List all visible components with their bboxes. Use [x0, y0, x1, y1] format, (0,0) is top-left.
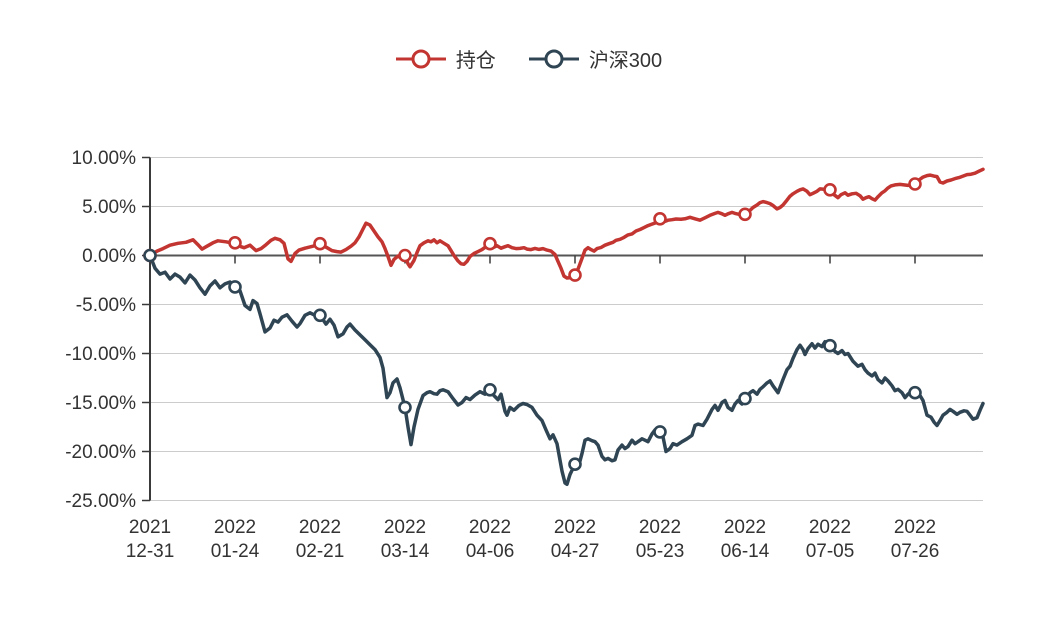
line-circle-icon [395, 49, 446, 68]
data-marker-holdings[interactable] [568, 268, 582, 282]
data-marker-csi300[interactable] [908, 385, 922, 400]
legend-item-csi300[interactable]: 沪深300 [528, 44, 662, 73]
y-axis-label: -5.00% [76, 295, 136, 316]
data-marker-holdings[interactable] [313, 236, 327, 251]
data-marker-holdings[interactable] [738, 207, 752, 222]
x-axis-label: 07-26 [891, 541, 940, 562]
data-marker-csi300[interactable] [143, 248, 157, 263]
x-axis-label: 2022 [809, 517, 851, 538]
x-axis-label: 2022 [469, 517, 511, 538]
data-marker-csi300[interactable] [398, 400, 412, 415]
data-marker-csi300[interactable] [738, 391, 752, 406]
y-axis-label: 5.00% [82, 197, 136, 218]
x-axis-label: 2022 [894, 517, 936, 538]
x-axis-label: 2022 [639, 517, 681, 538]
x-axis-label: 07-05 [806, 541, 855, 562]
x-axis-label: 06-14 [721, 541, 770, 562]
y-axis-label: -25.00% [65, 491, 136, 512]
x-axis-label: 01-24 [211, 541, 260, 562]
x-axis-label: 12-31 [126, 541, 175, 562]
data-marker-csi300[interactable] [483, 382, 497, 397]
x-axis-label: 2022 [299, 517, 341, 538]
series-line-csi300[interactable] [148, 253, 985, 487]
data-marker-holdings[interactable] [398, 248, 412, 263]
data-marker-csi300[interactable] [568, 457, 582, 472]
data-marker-holdings[interactable] [908, 177, 922, 191]
x-axis-label: 2021 [129, 517, 171, 538]
x-axis-label: 2022 [214, 517, 256, 538]
x-axis-label: 03-14 [381, 541, 430, 562]
y-axis-label: -15.00% [65, 393, 136, 414]
x-axis-label: 2022 [724, 517, 766, 538]
x-axis-label: 2022 [384, 517, 426, 538]
legend-item-holdings[interactable]: 持仓 [395, 44, 496, 73]
x-axis-label: 05-23 [636, 541, 685, 562]
y-axis-label: -10.00% [65, 344, 136, 365]
data-marker-csi300[interactable] [653, 425, 667, 439]
x-axis-label: 02-21 [296, 541, 345, 562]
x-axis-label: 04-06 [466, 541, 515, 562]
legend-circle [411, 49, 431, 68]
legend-label-holdings: 持仓 [455, 50, 496, 72]
legend-label-csi300: 沪深300 [588, 50, 663, 72]
data-marker-csi300[interactable] [823, 338, 837, 353]
data-marker-holdings[interactable] [483, 236, 497, 251]
data-marker-holdings[interactable] [823, 183, 837, 197]
y-axis-label: 0.00% [82, 246, 136, 267]
chart-legend: 持仓 沪深300 [0, 44, 1057, 73]
y-axis-label: -20.00% [65, 442, 136, 463]
data-marker-holdings[interactable] [228, 236, 242, 250]
legend-circle [544, 49, 564, 68]
line-circle-icon [528, 49, 579, 68]
data-marker-csi300[interactable] [313, 308, 327, 323]
x-axis-label: 2022 [554, 517, 596, 538]
data-marker-holdings[interactable] [653, 212, 667, 226]
x-axis-label: 04-27 [551, 541, 600, 562]
series-line-holdings[interactable] [148, 167, 985, 280]
y-axis-label: 10.00% [72, 148, 137, 169]
data-marker-csi300[interactable] [228, 280, 242, 294]
